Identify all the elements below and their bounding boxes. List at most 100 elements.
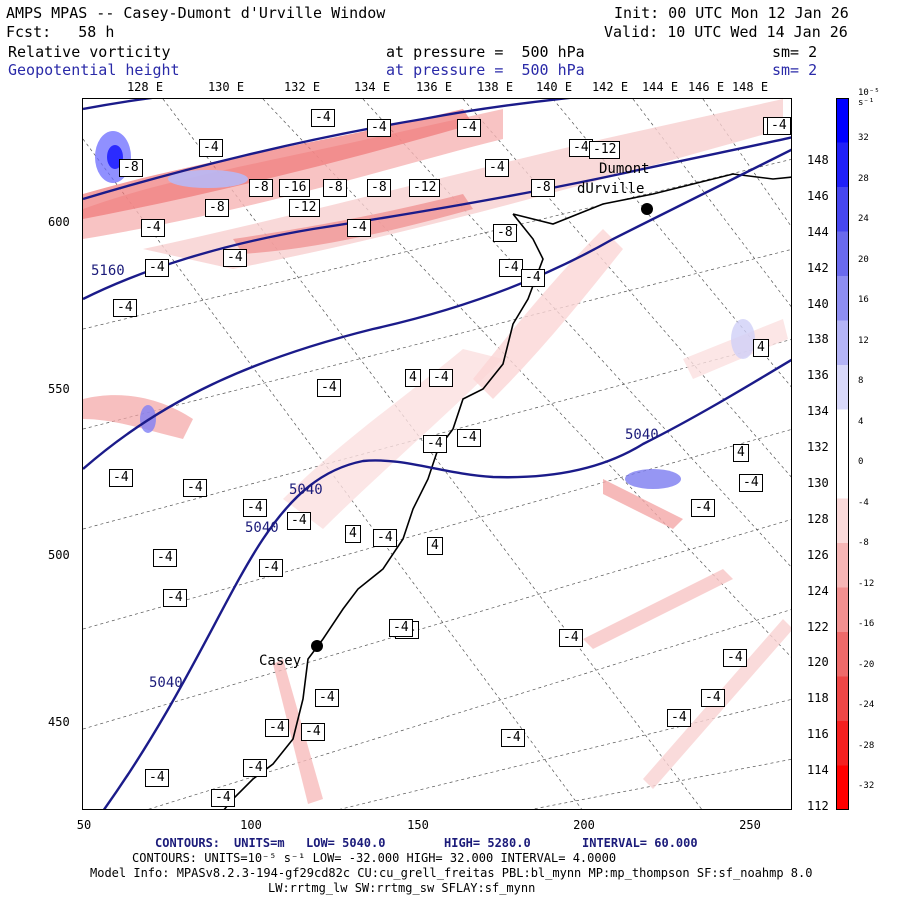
- colorbar-label: 32: [858, 133, 869, 143]
- colorbar-bin: [836, 409, 849, 455]
- colorbar-label: -28: [858, 740, 875, 751]
- lat-label: 124 E: [807, 583, 844, 598]
- colorbar-label: -4: [858, 497, 869, 508]
- vorticity-contour-label: -12: [289, 199, 321, 218]
- vorticity-contour-label: -4: [423, 435, 447, 454]
- vorticity-contour-label: -8: [493, 224, 517, 243]
- vorticity-contour-label: -4: [457, 119, 481, 138]
- height-contour-label: 5160: [91, 263, 125, 279]
- contours1-units: UNITS=m: [234, 836, 285, 850]
- height-contours: [83, 99, 791, 809]
- y-tick: 550: [48, 382, 70, 396]
- vorticity-contour-label: -4: [301, 723, 325, 742]
- lon-label: 146 E: [687, 80, 725, 94]
- model-title: AMPS MPAS -- Casey-Dumont d'Urville Wind…: [6, 4, 386, 22]
- height-contour-label: 5040: [625, 427, 659, 443]
- x-tick: 250: [739, 818, 761, 832]
- colorbar-bin: [836, 98, 849, 143]
- vorticity-contour-label: -4: [145, 769, 169, 788]
- lat-label: 142 E: [807, 260, 844, 275]
- lat-label: 126 E: [807, 547, 844, 562]
- y-tick: 600: [48, 215, 70, 229]
- vorticity-contour-label: -4: [501, 729, 525, 748]
- colorbar-bin: [836, 187, 849, 232]
- lat-label: 128 E: [807, 511, 844, 526]
- lat-label: 122 E: [807, 619, 844, 634]
- lat-label: 136 E: [807, 368, 844, 383]
- vorticity-contour-label: -12: [409, 179, 441, 198]
- height-contour-label: 5040: [289, 482, 323, 498]
- contours1-label: CONTOURS:: [155, 836, 221, 850]
- vorticity-contour-label: -4: [153, 549, 177, 568]
- lat-label: 120 E: [807, 655, 844, 670]
- vorticity-contour-label: -4: [373, 529, 397, 548]
- vorticity-contour-label: -4: [199, 139, 223, 158]
- lon-label: 128 E: [126, 80, 164, 94]
- vorticity-contour-label: -8: [205, 199, 229, 218]
- vorticity-contour-label: -4: [109, 469, 133, 488]
- field1-level: at pressure = 500 hPa: [386, 43, 585, 61]
- colorbar-bin: [836, 721, 849, 766]
- vorticity-contour-label: -4: [265, 719, 289, 738]
- station-label: dUrville: [577, 181, 645, 197]
- vorticity-contour-label: -4: [701, 689, 725, 708]
- vorticity-contour-label: -12: [589, 141, 621, 160]
- lon-label: 144 E: [641, 80, 679, 94]
- vorticity-contour-label: 4: [427, 537, 443, 556]
- colorbar-label: -24: [858, 700, 875, 710]
- colorbar-label: 16: [858, 295, 869, 305]
- colorbar-label: 28: [858, 173, 869, 184]
- coastline: [223, 173, 791, 809]
- x-tick: 150: [407, 818, 429, 832]
- lon-label: 138 E: [476, 80, 514, 94]
- vorticity-contour-label: -4: [259, 559, 283, 578]
- model-info: Model Info: MPASv8.2.3-194-gf29cd82c CU:…: [90, 866, 813, 880]
- vorticity-contour-label: -4: [457, 429, 481, 448]
- vorticity-contour-label: -4: [315, 689, 339, 708]
- colorbar-label: 12: [858, 335, 869, 346]
- height-contour-label: 5040: [149, 675, 183, 691]
- lon-label: 134 E: [353, 80, 391, 94]
- forecast-hour: Fcst: 58 h: [6, 23, 115, 41]
- y-tick: 500: [48, 548, 70, 562]
- vorticity-contour-label: -4: [739, 474, 763, 493]
- lat-label: 148 E: [807, 153, 844, 167]
- vorticity-contour-label: -4: [559, 629, 583, 648]
- lon-label: 148 E: [731, 80, 769, 94]
- contours1-low: LOW= 5040.0: [306, 836, 386, 850]
- colorbar-bin: [836, 676, 849, 722]
- map-panel: Dumont dUrville Casey 5160 5040 5040 504…: [82, 98, 792, 810]
- contours1-interval: INTERVAL= 60.000: [582, 836, 698, 850]
- vorticity-contour-label: -16: [279, 179, 311, 198]
- vorticity-contour-label: 4: [405, 369, 421, 388]
- station-marker-casey: [311, 640, 323, 652]
- colorbar-bin: [836, 142, 849, 188]
- lat-label: 118 E: [807, 691, 844, 706]
- station-label: Casey: [259, 653, 302, 669]
- colorbar-bin: [836, 587, 849, 633]
- lat-label: 116 E: [807, 727, 844, 742]
- vorticity-contour-label: -4: [767, 117, 791, 136]
- vorticity-contour-label: -4: [141, 219, 165, 238]
- vorticity-contour-label: -4: [485, 159, 509, 178]
- vorticity-contour-label: -8: [119, 159, 143, 178]
- lon-label: 136 E: [415, 80, 453, 94]
- lat-label: 112 E: [807, 799, 844, 813]
- lon-label: 140 E: [535, 80, 573, 94]
- colorbar-bin: [836, 765, 849, 810]
- colorbar-label: 8: [858, 376, 864, 386]
- y-tick: 450: [48, 715, 70, 729]
- vorticity-contour-label: -8: [323, 179, 347, 198]
- colorbar-label: 20: [858, 254, 869, 265]
- height-contour-label: 5040: [245, 520, 279, 536]
- vorticity-contour-label: -4: [223, 249, 247, 268]
- lat-label: 134 E: [807, 404, 844, 419]
- colorbar-bin: [836, 231, 849, 277]
- colorbar-bin: [836, 454, 849, 499]
- colorbar-label: 24: [858, 214, 869, 224]
- colorbar-bin: [836, 320, 849, 366]
- vorticity-contour-label: -4: [311, 109, 335, 128]
- lat-label: 146 E: [807, 188, 844, 203]
- vorticity-contour-label: -4: [499, 259, 523, 278]
- contours1-high: HIGH= 5280.0: [444, 836, 531, 850]
